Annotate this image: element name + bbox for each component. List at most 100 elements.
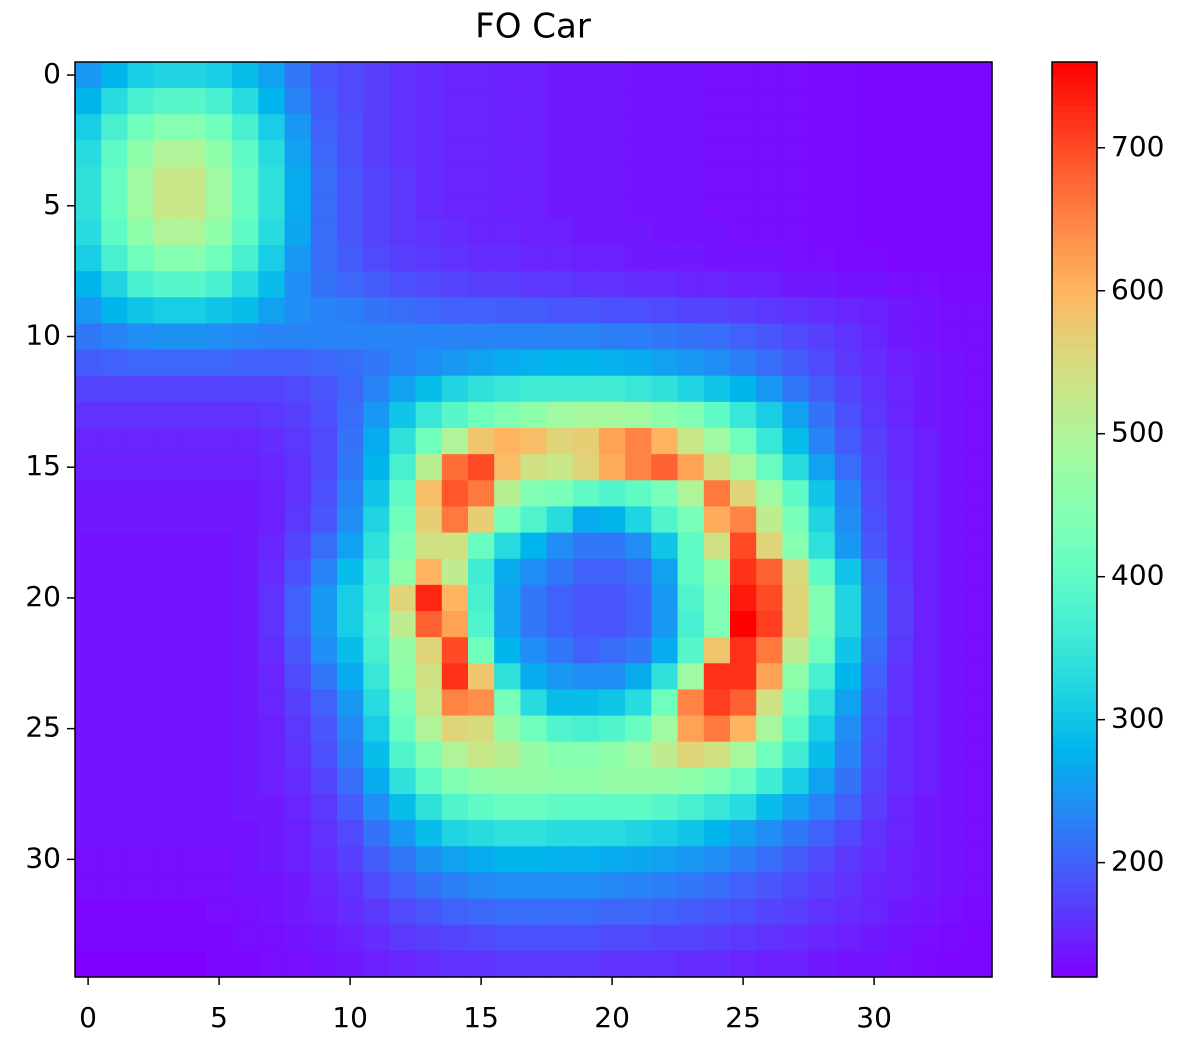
heatmap-cell bbox=[363, 480, 390, 508]
heatmap-cell bbox=[337, 323, 364, 351]
heatmap-cell bbox=[337, 767, 364, 795]
heatmap-cell bbox=[468, 846, 495, 874]
heatmap-cell bbox=[310, 584, 338, 612]
heatmap-cell bbox=[206, 271, 233, 298]
heatmap-cell bbox=[310, 950, 338, 978]
heatmap-cell bbox=[756, 375, 783, 403]
heatmap-cell bbox=[887, 166, 914, 194]
colorbar-segment bbox=[1052, 369, 1097, 378]
heatmap-cell bbox=[572, 767, 600, 795]
heatmap-cell bbox=[572, 820, 600, 847]
colorbar-segment bbox=[1052, 891, 1097, 899]
heatmap-cell bbox=[468, 715, 495, 743]
colorbar-segment bbox=[1052, 119, 1097, 127]
heatmap-cell bbox=[258, 297, 286, 325]
heatmap-cell bbox=[861, 558, 888, 586]
colorbar-segment bbox=[1052, 762, 1097, 771]
colorbar-segment bbox=[1052, 719, 1097, 728]
heatmap-cell bbox=[127, 637, 155, 664]
heatmap-cell bbox=[415, 428, 443, 455]
heatmap-cell bbox=[677, 820, 705, 847]
heatmap-cell bbox=[179, 558, 207, 586]
heatmap-cell bbox=[913, 715, 941, 743]
y-tick-label: 25 bbox=[25, 711, 61, 744]
heatmap-cell bbox=[363, 532, 390, 560]
heatmap-cell bbox=[153, 794, 181, 821]
heatmap-cell bbox=[913, 245, 941, 272]
heatmap-cell bbox=[782, 218, 810, 246]
heatmap-cell bbox=[310, 297, 338, 325]
colorbar-segment bbox=[1052, 812, 1097, 821]
colorbar-tick-label: 200 bbox=[1111, 845, 1164, 878]
heatmap-cell bbox=[651, 872, 679, 900]
colorbar-segment bbox=[1052, 390, 1097, 399]
heatmap-cell bbox=[258, 532, 286, 560]
heatmap-cell bbox=[153, 558, 181, 586]
heatmap-cell bbox=[520, 715, 548, 743]
heatmap-cell bbox=[363, 611, 390, 638]
heatmap-cell bbox=[520, 375, 548, 403]
heatmap-cell bbox=[494, 715, 521, 743]
heatmap-cell bbox=[206, 820, 233, 847]
heatmap-cell bbox=[520, 114, 548, 142]
colorbar-segment bbox=[1052, 104, 1097, 113]
heatmap-cell bbox=[153, 88, 181, 115]
heatmap-cell bbox=[468, 375, 495, 403]
heatmap-cell bbox=[468, 506, 495, 534]
heatmap-cell bbox=[468, 950, 495, 978]
heatmap-cell bbox=[284, 192, 312, 220]
heatmap-cell bbox=[572, 506, 600, 534]
heatmap-cell bbox=[415, 349, 443, 377]
heatmap-cell bbox=[808, 114, 836, 142]
heatmap-cell bbox=[494, 846, 521, 874]
heatmap-cell bbox=[703, 584, 731, 612]
heatmap-cell bbox=[546, 245, 574, 272]
heatmap-cell bbox=[808, 715, 836, 743]
heatmap-cell bbox=[808, 532, 836, 560]
heatmap-cell bbox=[415, 584, 443, 612]
colorbar-segment bbox=[1052, 462, 1097, 471]
heatmap-cell bbox=[651, 245, 679, 272]
colorbar-segment bbox=[1052, 726, 1097, 735]
heatmap-cell bbox=[546, 532, 574, 560]
heatmap-cell bbox=[101, 192, 128, 220]
heatmap-cell bbox=[730, 637, 757, 664]
heatmap-cell bbox=[310, 401, 338, 429]
heatmap-cell bbox=[363, 454, 390, 481]
heatmap-cell bbox=[389, 872, 417, 900]
heatmap-cell bbox=[913, 506, 941, 534]
colorbar-segment bbox=[1052, 826, 1097, 835]
heatmap-cell bbox=[834, 689, 862, 717]
heatmap-cell bbox=[258, 114, 286, 142]
heatmap-cell bbox=[730, 558, 757, 586]
colorbar-segment bbox=[1052, 769, 1097, 778]
heatmap-cell bbox=[965, 297, 993, 325]
heatmap-cell bbox=[572, 88, 600, 115]
heatmap-cell bbox=[756, 62, 783, 89]
heatmap-cell bbox=[782, 741, 810, 769]
heatmap-cell bbox=[834, 611, 862, 638]
heatmap-cell bbox=[782, 401, 810, 429]
heatmap-cell bbox=[101, 245, 128, 272]
heatmap-cell bbox=[913, 375, 941, 403]
heatmap-cell bbox=[127, 532, 155, 560]
heatmap-cell bbox=[703, 62, 731, 89]
heatmap-cell bbox=[520, 428, 548, 455]
heatmap-cell bbox=[572, 375, 600, 403]
heatmap-cell bbox=[101, 323, 128, 351]
heatmap-cell bbox=[965, 767, 993, 795]
heatmap-cell bbox=[913, 846, 941, 874]
heatmap-cell bbox=[834, 375, 862, 403]
heatmap-cell bbox=[834, 637, 862, 664]
heatmap-cell bbox=[887, 820, 914, 847]
heatmap-cell bbox=[153, 506, 181, 534]
heatmap-cell bbox=[284, 637, 312, 664]
colorbar-segment bbox=[1052, 848, 1097, 857]
heatmap-cell bbox=[861, 88, 888, 115]
heatmap-cell bbox=[703, 375, 731, 403]
heatmap-cell bbox=[834, 558, 862, 586]
heatmap-cell bbox=[913, 428, 941, 455]
heatmap-cell bbox=[494, 454, 521, 481]
heatmap-cell bbox=[965, 218, 993, 246]
heatmap-cell bbox=[939, 62, 967, 89]
